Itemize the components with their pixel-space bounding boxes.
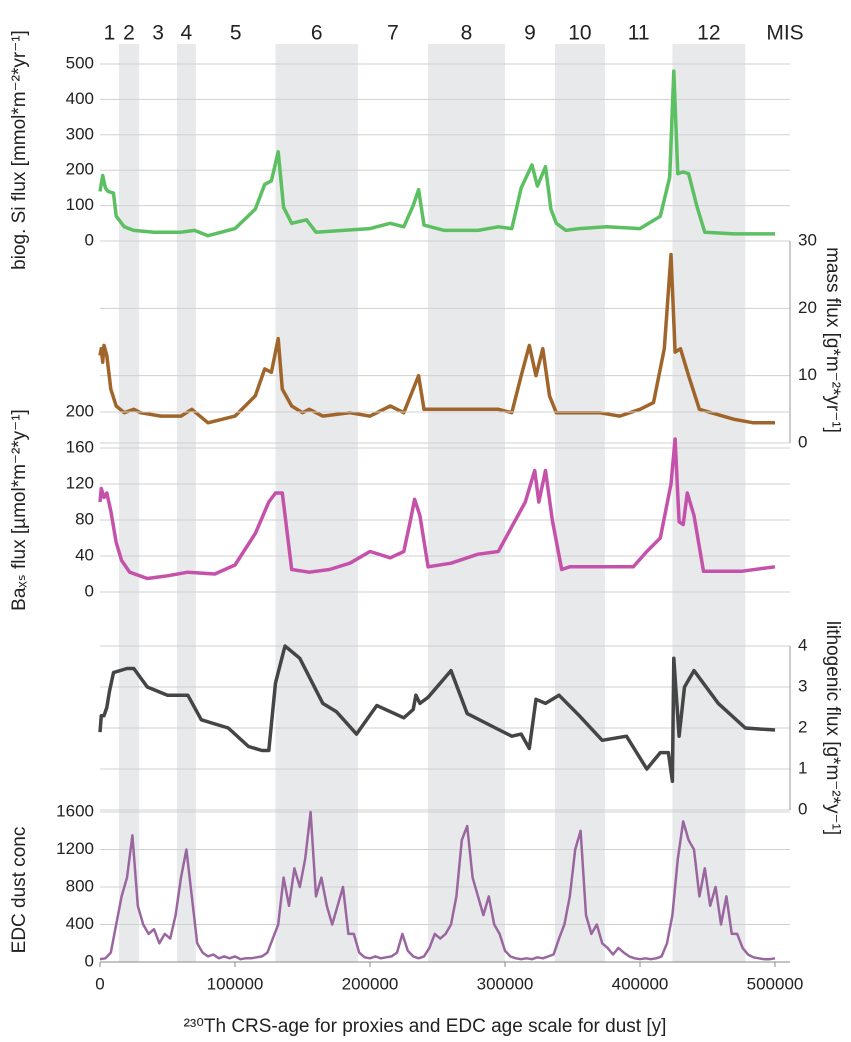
x-tick-label: 200000 bbox=[342, 974, 399, 993]
y-tick-label: 120 bbox=[66, 473, 94, 492]
mis-label: 10 bbox=[568, 22, 591, 45]
y-axis-label: Baₓₛ flux [µmol*m⁻²*y⁻¹] bbox=[9, 409, 30, 611]
mis-label: 9 bbox=[524, 22, 536, 45]
y-tick-label: 3 bbox=[798, 676, 807, 695]
mis-band bbox=[275, 44, 358, 962]
x-tick-label: 0 bbox=[95, 974, 104, 993]
mis-band bbox=[428, 44, 505, 962]
y-tick-label: 0 bbox=[85, 230, 94, 249]
data-line bbox=[98, 437, 776, 581]
y-tick-label: 1600 bbox=[56, 801, 94, 820]
mis-label: 12 bbox=[697, 22, 720, 45]
y-tick-label: 0 bbox=[798, 432, 807, 451]
y-tick-label: 0 bbox=[798, 799, 807, 818]
y-tick-label: 500 bbox=[66, 53, 94, 72]
mis-label: 2 bbox=[123, 22, 135, 45]
y-tick-label: 2 bbox=[798, 717, 807, 736]
y-tick-label: 40 bbox=[75, 545, 94, 564]
mis-label: 8 bbox=[461, 22, 473, 45]
y-tick-label: 300 bbox=[66, 124, 94, 143]
mis-label: 4 bbox=[181, 22, 193, 45]
y-axis-label: lithogenic flux [g*m⁻²*y⁻¹] bbox=[822, 621, 843, 835]
y-tick-label: 20 bbox=[798, 298, 817, 317]
y-axis-label: mass flux [g*m⁻²*yr⁻¹] bbox=[822, 247, 843, 433]
data-line bbox=[98, 69, 775, 238]
x-tick-label: 100000 bbox=[207, 974, 264, 993]
y-tick-label: 1 bbox=[798, 758, 807, 777]
y-tick-label: 80 bbox=[75, 509, 94, 528]
y-tick-label: 100 bbox=[66, 195, 94, 214]
mis-label: 6 bbox=[311, 22, 323, 45]
mis-band bbox=[554, 44, 605, 962]
y-tick-label: 160 bbox=[66, 437, 94, 456]
x-tick-label: 500000 bbox=[747, 974, 804, 993]
y-tick-label: 1200 bbox=[56, 839, 94, 858]
y-tick-label: 200 bbox=[66, 160, 94, 179]
y-tick-label: 4 bbox=[798, 635, 807, 654]
data-line bbox=[98, 644, 776, 784]
y-tick-label: 10 bbox=[798, 365, 817, 384]
mis-label: 5 bbox=[230, 22, 242, 45]
y-tick-label: 400 bbox=[66, 89, 94, 108]
y-axis-label: EDC dust conc bbox=[9, 827, 30, 954]
x-tick-label: 400000 bbox=[612, 974, 669, 993]
x-axis-label: ²³⁰Th CRS-age for proxies and EDC age sc… bbox=[184, 1016, 667, 1037]
data-line bbox=[99, 810, 776, 961]
mis-title: MIS bbox=[766, 22, 803, 45]
mis-band bbox=[176, 44, 196, 962]
y-tick-label: 400 bbox=[66, 914, 94, 933]
mis-label: 11 bbox=[628, 22, 650, 45]
mis-label: 3 bbox=[152, 22, 164, 45]
y-tick-label: 0 bbox=[85, 581, 94, 600]
y-tick-label: 30 bbox=[798, 230, 817, 249]
mis-band bbox=[118, 44, 140, 962]
y-tick-label: 800 bbox=[66, 876, 94, 895]
x-tick-label: 300000 bbox=[477, 974, 534, 993]
y-tick-label: 0 bbox=[85, 951, 94, 970]
mis-label: 7 bbox=[387, 22, 399, 45]
y-tick-label: 200 bbox=[66, 401, 94, 420]
y-axis-label: biog. Si flux [mmol*m⁻²*yr⁻¹] bbox=[9, 30, 30, 270]
mis-label: 1 bbox=[104, 22, 116, 45]
